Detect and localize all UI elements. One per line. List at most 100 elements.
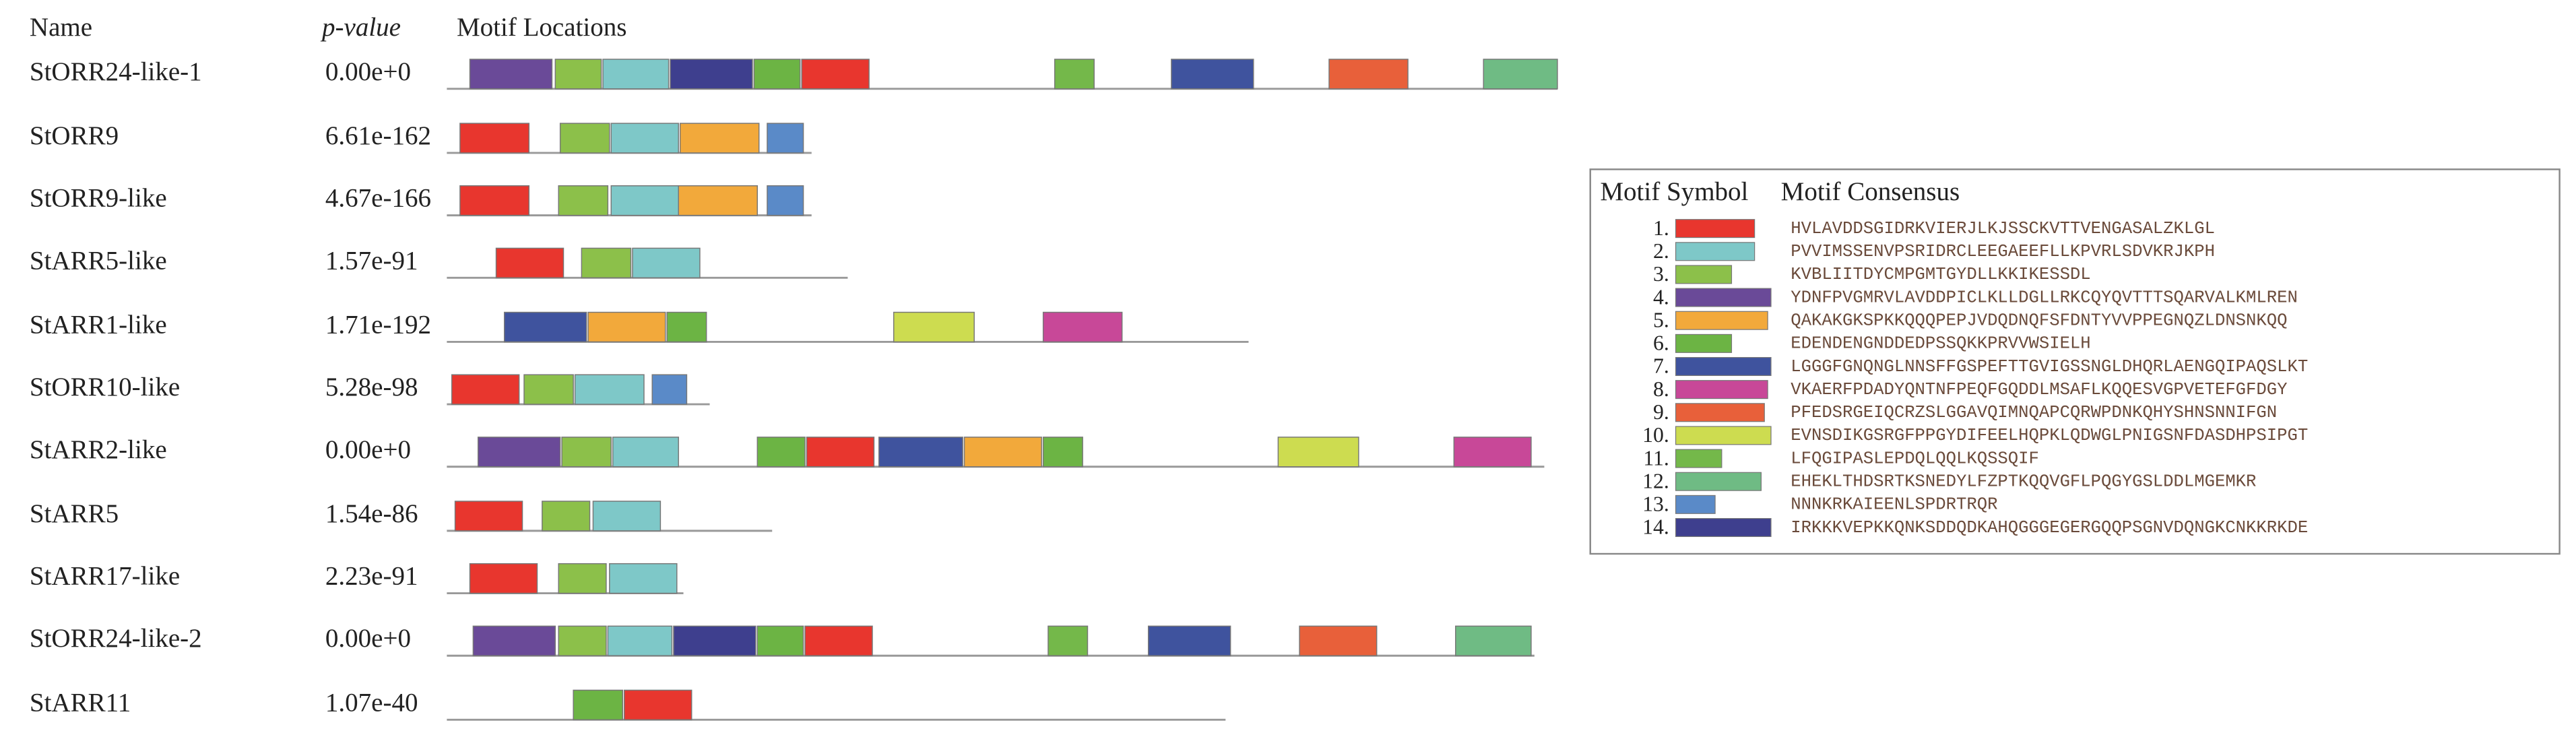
motif-box <box>574 374 645 405</box>
p-value: 0.00e+0 <box>325 57 411 86</box>
motif-swatch <box>1675 265 1733 284</box>
motif-swatch <box>1675 495 1716 514</box>
sequence-name: StORR9-like <box>30 184 167 213</box>
motif-box <box>1042 311 1123 343</box>
legend-box <box>1589 168 2561 555</box>
motif-box <box>767 123 804 154</box>
legend-consensus-header: Motif Consensus <box>1781 177 1960 206</box>
motif-box <box>1483 59 1558 90</box>
motif-swatch <box>1675 517 1772 538</box>
motif-box <box>893 311 975 343</box>
motif-box <box>469 59 553 90</box>
motif-box <box>454 501 523 532</box>
sequence-name: StARR2-like <box>30 435 167 464</box>
motif-number: 14. <box>1642 515 1669 539</box>
motif-swatch <box>1675 356 1772 377</box>
motif-box <box>1455 625 1532 656</box>
motif-number: 3. <box>1653 262 1669 286</box>
motif-box <box>673 625 756 656</box>
motif-box <box>767 185 804 216</box>
motif-box <box>503 311 587 343</box>
motif-box <box>610 185 679 216</box>
motif-number: 8. <box>1653 377 1669 401</box>
motif-swatch <box>1675 426 1772 445</box>
locations-header: Motif Locations <box>457 13 626 42</box>
motif-box <box>1453 437 1532 468</box>
motif-number: 10. <box>1642 423 1669 447</box>
p-value: 4.67e-166 <box>325 184 431 213</box>
motif-box <box>963 437 1042 468</box>
motif-consensus: EVNSDIKGSRGFPPGYDIFEELHQPKLQDWGLPNIGSNFD… <box>1791 426 2308 445</box>
legend-symbol-header: Motif Symbol <box>1600 177 1748 206</box>
motif-consensus: HVLAVDDSGIDRKVIERJLKJSSCKVTTVENGASALZKLG… <box>1791 219 2215 238</box>
motif-box <box>679 123 760 154</box>
sequence-name: StORR10-like <box>30 373 180 402</box>
p-value: 0.00e+0 <box>325 435 411 464</box>
motif-consensus: IRKKKVEPKKQNKSDDQDKAHQGGGEGERGQQPSGNVDQN… <box>1791 518 2308 538</box>
name-header: Name <box>30 13 92 42</box>
motif-consensus: LFQGIPASLEPDQLQQLKQSSQIF <box>1791 449 2039 468</box>
motif-swatch <box>1675 242 1756 261</box>
motif-box <box>451 374 520 405</box>
motif-number: 9. <box>1653 400 1669 424</box>
motif-box <box>1277 437 1359 468</box>
p-value: 2.23e-91 <box>325 562 418 591</box>
motif-box <box>587 311 666 343</box>
motif-box <box>753 59 801 90</box>
pvalue-header: p-value <box>320 13 401 42</box>
motif-consensus: LGGGFGNQNGLNNSFFGSPEFTTGVIGSSNGLDHQRLAEN… <box>1791 357 2308 377</box>
motif-box <box>558 185 609 216</box>
motif-number: 12. <box>1642 469 1669 492</box>
motif-box <box>554 59 602 90</box>
motif-swatch <box>1675 403 1765 422</box>
motif-box <box>806 437 875 468</box>
p-value: 6.61e-162 <box>325 121 431 150</box>
motif-number: 2. <box>1653 239 1669 263</box>
motif-box <box>459 185 530 216</box>
motif-box <box>495 247 565 279</box>
p-value: 5.28e-98 <box>325 373 418 402</box>
motif-box <box>670 59 753 90</box>
motif-box <box>1048 625 1089 656</box>
sequence-name: StARR1-like <box>30 310 167 339</box>
motif-box <box>559 123 610 154</box>
motif-swatch <box>1675 472 1762 491</box>
p-value: 1.54e-86 <box>325 499 418 528</box>
motif-swatch <box>1675 449 1722 468</box>
sequence-name: StARR11 <box>30 688 131 717</box>
p-value: 1.57e-91 <box>325 246 418 275</box>
motif-consensus: YDNFPVGMRVLAVDDPICLKLLDGLLRKCQYQVTTTSQAR… <box>1791 288 2298 307</box>
motif-number: 6. <box>1653 331 1669 355</box>
motif-box <box>472 625 556 656</box>
motif-box <box>651 374 688 405</box>
motif-number: 7. <box>1653 354 1669 378</box>
motif-box <box>523 374 574 405</box>
motif-box <box>1299 625 1378 656</box>
motif-box <box>602 59 670 90</box>
motif-box <box>609 563 678 594</box>
motif-consensus: VKAERFPDADYQNTNFPEQFGQDDLMSAFLKQQESVGPVE… <box>1791 380 2287 400</box>
motif-box <box>1042 437 1083 468</box>
motif-box <box>477 437 561 468</box>
p-value: 1.71e-192 <box>325 310 431 339</box>
motif-box <box>459 123 530 154</box>
motif-box <box>801 59 870 90</box>
motif-consensus: QAKAKGKSPKKQQQPEPJVDQDNQFSFDNTYVVPPEGNQZ… <box>1791 311 2287 330</box>
sequence-name: StARR5-like <box>30 246 167 275</box>
sequence-name: StARR17-like <box>30 562 180 591</box>
motif-box <box>561 437 612 468</box>
p-value: 0.00e+0 <box>325 624 411 653</box>
motif-number: 11. <box>1643 446 1669 470</box>
motif-box <box>756 437 806 468</box>
motif-box <box>804 625 873 656</box>
motif-consensus: KVBLIITDYCMPGMTGYDLLKKIKESSDL <box>1791 265 2090 284</box>
motif-box <box>1328 59 1409 90</box>
motif-consensus: EHEKLTHDSRTKSNEDYLFZPTKQQVGFLPQGYGSLDDLM… <box>1791 472 2256 491</box>
motif-box <box>1054 59 1095 90</box>
sequence-name: StORR24-like-1 <box>30 57 202 86</box>
motif-swatch <box>1675 219 1756 238</box>
motif-box <box>1147 625 1231 656</box>
motif-box <box>1171 59 1254 90</box>
motif-swatch <box>1675 311 1768 330</box>
